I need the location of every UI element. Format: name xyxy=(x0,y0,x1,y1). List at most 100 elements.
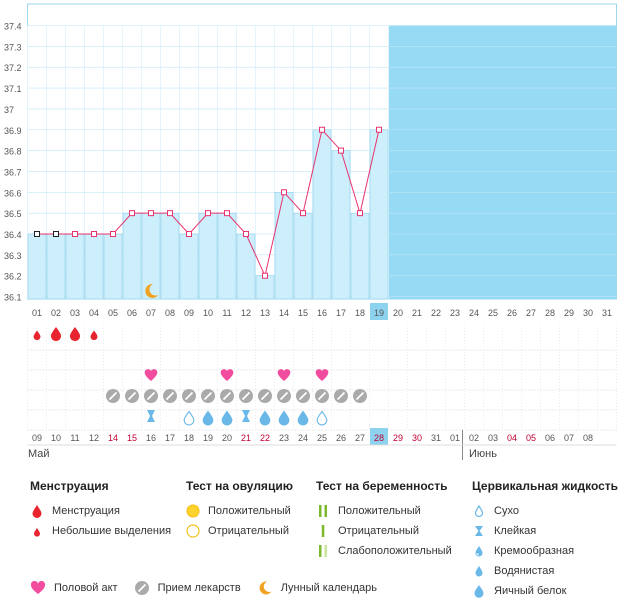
y-tick-label: 37.1 xyxy=(4,84,22,94)
date-label: 15 xyxy=(127,433,137,443)
temperature-bar xyxy=(103,233,123,300)
x-tick-label: 20 xyxy=(393,308,403,318)
x-tick-label: 21 xyxy=(412,308,422,318)
x-tick-label: 09 xyxy=(184,308,194,318)
legend-menstruation-label: Менструация xyxy=(52,505,120,517)
date-label: 03 xyxy=(488,433,498,443)
date-label: 30 xyxy=(412,433,422,443)
sticky-icon xyxy=(147,410,155,422)
dry-drop-icon xyxy=(316,410,328,426)
date-label: 09 xyxy=(32,433,42,443)
x-tick-label: 11 xyxy=(222,308,231,318)
pill-line xyxy=(336,391,346,401)
x-tick-label: 06 xyxy=(127,308,137,318)
x-tick-label: 25 xyxy=(488,308,498,318)
x-tick-label: 02 xyxy=(51,308,61,318)
legend-dry-label: Сухо xyxy=(494,505,519,517)
temperature-point xyxy=(167,210,173,217)
x-tick-label: 07 xyxy=(146,308,156,318)
x-tick-label: 19 xyxy=(374,308,384,318)
legend-pregnancy-positive-label: Положительный xyxy=(338,505,421,517)
date-label: 19 xyxy=(203,433,213,443)
current-day-highlight xyxy=(370,303,388,320)
y-tick-label: 36.9 xyxy=(4,126,22,136)
egg-white-drop-icon xyxy=(474,585,484,598)
x-tick-label: 30 xyxy=(583,308,593,318)
pill-line xyxy=(127,391,137,401)
sticky-icon xyxy=(475,526,483,536)
pill-line xyxy=(108,391,118,401)
date-label: 08 xyxy=(583,433,593,443)
temperature-point xyxy=(281,189,287,196)
x-tick-label: 13 xyxy=(260,308,270,318)
temperature-point xyxy=(376,126,382,133)
pill-line xyxy=(184,391,194,401)
temperature-bar xyxy=(122,212,142,300)
menstruation-drop-icon xyxy=(32,505,42,518)
x-tick-label: 22 xyxy=(431,308,441,318)
x-tick-label: 17 xyxy=(336,308,346,318)
y-tick-label: 36.5 xyxy=(4,209,22,219)
x-tick-label: 29 xyxy=(564,308,574,318)
y-tick-label: 36.3 xyxy=(4,251,22,261)
ovulation-negative-icon xyxy=(186,524,200,538)
temperature-bar xyxy=(293,212,313,300)
watery-drop-icon xyxy=(297,410,309,426)
y-tick-label: 36.1 xyxy=(4,293,22,303)
temperature-bar xyxy=(160,212,180,300)
y-tick-label: 36.6 xyxy=(4,188,22,198)
date-label: 21 xyxy=(241,433,251,443)
temperature-point xyxy=(91,231,97,237)
temperature-point xyxy=(319,126,325,133)
pill-line xyxy=(203,391,213,401)
date-label: 26 xyxy=(336,433,346,443)
temperature-bar xyxy=(179,233,199,300)
date-label: 02 xyxy=(469,433,479,443)
legend-menstruation-title: Менструация xyxy=(30,479,109,493)
legend-egg-white-label: Яичный белок xyxy=(494,585,567,597)
pill-line xyxy=(279,391,289,401)
y-tick-label: 36.7 xyxy=(4,167,22,177)
x-tick-label: 16 xyxy=(317,308,327,318)
date-label: 29 xyxy=(393,433,403,443)
date-label: 20 xyxy=(222,433,232,443)
heart-icon xyxy=(315,369,329,381)
legend-ovulation-negative-label: Отрицательный xyxy=(208,525,289,537)
date-label: 01 xyxy=(450,433,460,443)
x-tick-label: 03 xyxy=(70,308,80,318)
watery-drop-icon xyxy=(259,410,271,426)
legend-cervical: Цервикальная жидкость Сухо Клейкая Кремо… xyxy=(472,479,618,601)
x-tick-label: 14 xyxy=(279,308,289,318)
legend-ovulation: Тест на овуляцию Положительный Отрицател… xyxy=(186,479,293,541)
date-label: 23 xyxy=(279,433,289,443)
small-drop-icon xyxy=(90,330,98,341)
temperature-point xyxy=(338,147,344,154)
today-highlight xyxy=(370,428,388,445)
pill-icon xyxy=(134,581,149,595)
menstruation-drop-icon xyxy=(50,327,62,342)
pill-line xyxy=(241,391,251,401)
dry-drop-icon xyxy=(183,410,195,426)
small-drop-icon xyxy=(34,528,40,537)
x-tick-label: 26 xyxy=(507,308,517,318)
date-label: 25 xyxy=(317,433,327,443)
temperature-bar xyxy=(65,233,85,300)
pill-line xyxy=(260,391,270,401)
temperature-point xyxy=(53,231,59,237)
watery-drop-icon xyxy=(278,410,290,426)
temperature-bar xyxy=(217,212,237,300)
x-tick-label: 04 xyxy=(89,308,99,318)
legend-pregnancy: Тест на беременность Положительный Отриц… xyxy=(316,479,452,561)
heart-icon xyxy=(30,581,46,594)
pregnancy-positive-icon xyxy=(319,505,327,517)
legend-creamy-label: Кремообразная xyxy=(494,545,575,557)
date-label: 22 xyxy=(260,433,270,443)
x-tick-label: 05 xyxy=(108,308,118,318)
pill-line xyxy=(165,391,175,401)
y-tick-label: 36.4 xyxy=(4,230,22,240)
heart-icon xyxy=(220,369,234,381)
legend-cervical-title: Цервикальная жидкость xyxy=(472,479,619,493)
moon-icon xyxy=(145,283,158,298)
temperature-point xyxy=(34,231,40,237)
legend-bottom: Половой акт Прием лекарств Лунный календ… xyxy=(30,578,377,598)
